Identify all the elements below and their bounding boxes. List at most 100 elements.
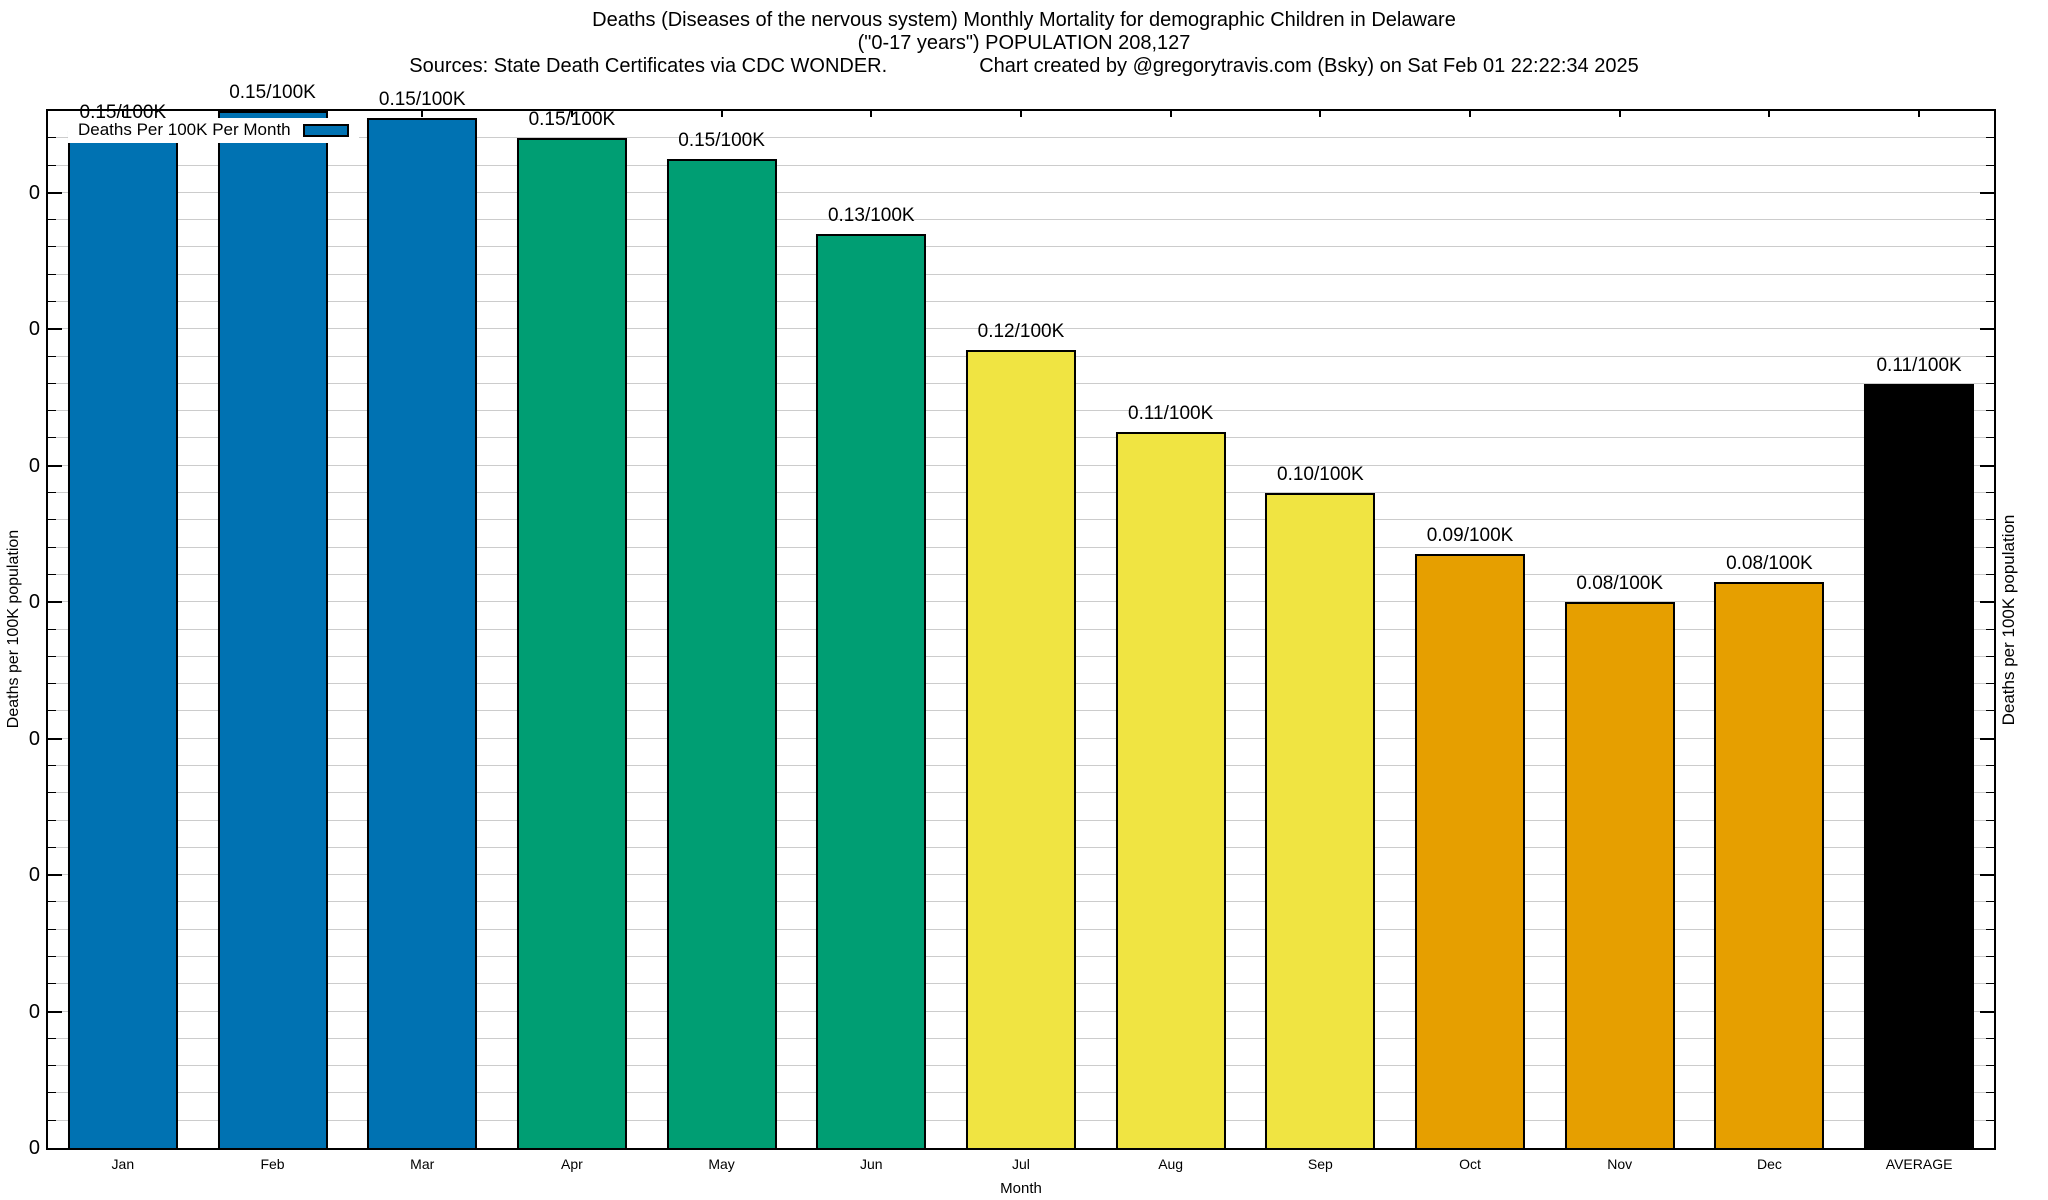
bar-apr bbox=[516, 138, 627, 1148]
y-tick-mark bbox=[1980, 737, 1994, 740]
y-tick-mark bbox=[48, 464, 62, 467]
bar-value-label: 0.13/100K bbox=[827, 204, 915, 226]
y-tick-mark bbox=[1986, 928, 1994, 930]
y-tick-mark bbox=[48, 164, 56, 166]
bar-average bbox=[1864, 383, 1975, 1148]
legend: Deaths Per 100K Per Month bbox=[68, 118, 359, 143]
plot-area: 0.15/100K 0.15/100K 0.15/100K 0.15/100K 0.15… bbox=[46, 82, 1996, 1150]
x-tick-mark bbox=[1768, 111, 1771, 117]
x-tick-mark bbox=[1019, 111, 1022, 117]
y-tick-mark bbox=[48, 328, 62, 331]
y-tick-mark bbox=[48, 246, 56, 248]
bar-sep bbox=[1265, 493, 1376, 1148]
y-tick-mark bbox=[1980, 1010, 1994, 1013]
bar-value-label: 0.15/100K bbox=[378, 88, 466, 110]
y-tick-mark bbox=[48, 382, 56, 384]
y-tick-mark bbox=[1986, 546, 1994, 548]
y-tick-mark bbox=[48, 983, 56, 985]
y-tick-mark bbox=[1986, 764, 1994, 766]
y-tick-mark bbox=[48, 846, 56, 848]
x-tick-labels: Jan Feb Mar Apr May Jun Jul Aug Sep Oct Nov Dec AVER… bbox=[48, 1156, 1994, 1172]
x-tick-label-average: AVERAGE bbox=[1885, 1156, 1953, 1172]
y-tick-mark bbox=[48, 1119, 56, 1121]
legend-swatch-icon bbox=[302, 123, 349, 137]
y-tick-label: 0 bbox=[28, 591, 40, 614]
y-tick-mark bbox=[1986, 1065, 1994, 1067]
y-tick-mark bbox=[48, 928, 56, 930]
bar-jan bbox=[67, 131, 178, 1148]
x-tick-label-dec: Dec bbox=[1756, 1156, 1782, 1172]
y-tick-mark bbox=[48, 437, 56, 439]
y-tick-mark bbox=[1986, 901, 1994, 903]
y-tick-mark bbox=[1980, 191, 1994, 194]
y-tick-mark bbox=[48, 901, 56, 903]
y-tick-mark bbox=[1986, 710, 1994, 712]
x-tick-mark bbox=[570, 111, 573, 117]
y-tick-mark bbox=[1986, 382, 1994, 384]
y-tick-mark bbox=[48, 519, 56, 521]
x-tick-mark bbox=[1918, 111, 1921, 117]
y-tick-mark bbox=[1986, 519, 1994, 521]
bar-dec bbox=[1714, 581, 1825, 1148]
y-tick-label: 0 bbox=[28, 1137, 40, 1159]
y-tick-mark bbox=[1986, 164, 1994, 166]
bar-aug bbox=[1115, 431, 1226, 1148]
gridline bbox=[48, 301, 1994, 303]
y-tick-mark bbox=[1986, 137, 1994, 139]
y-tick-mark bbox=[48, 573, 56, 575]
y-tick-mark bbox=[48, 655, 56, 657]
x-tick-mark bbox=[1469, 111, 1472, 117]
y-tick-label: 0 bbox=[28, 181, 40, 204]
y-tick-mark bbox=[1980, 874, 1994, 877]
y-tick-mark bbox=[1986, 955, 1994, 957]
gridline bbox=[48, 273, 1994, 275]
x-axis-label: Month bbox=[1000, 1180, 1042, 1197]
gridline bbox=[48, 219, 1994, 221]
y-tick-label: 0 bbox=[28, 318, 40, 341]
bar-value-label: 0.10/100K bbox=[1277, 464, 1364, 486]
y-tick-mark bbox=[1986, 819, 1994, 821]
gridline bbox=[48, 191, 1994, 193]
bar-slot: 0.15/100K bbox=[347, 89, 497, 1148]
chart-header: Deaths (Diseases of the nervous system) … bbox=[0, 9, 2048, 78]
y-tick-mark bbox=[1986, 301, 1994, 303]
x-tick-mark bbox=[1618, 111, 1621, 117]
y-tick-mark bbox=[1986, 792, 1994, 794]
legend-label: Deaths Per 100K Per Month bbox=[78, 120, 291, 139]
x-tick-label-sep: Sep bbox=[1307, 1156, 1333, 1172]
y-tick-mark bbox=[48, 301, 56, 303]
x-tick-label-nov: Nov bbox=[1607, 1156, 1633, 1172]
y-tick-mark bbox=[48, 410, 56, 412]
y-tick-label: 0 bbox=[28, 864, 40, 887]
y-tick-mark bbox=[1980, 601, 1994, 604]
y-tick-mark bbox=[1986, 355, 1994, 357]
bar-slot: 0.15/100K bbox=[647, 111, 797, 1148]
y-tick-mark bbox=[1980, 464, 1994, 467]
x-tick-label-oct: Oct bbox=[1459, 1156, 1481, 1172]
bar-mar bbox=[367, 117, 478, 1148]
y-tick-mark bbox=[48, 601, 62, 604]
y-axis-label-left: Deaths per 100K population bbox=[5, 529, 22, 729]
y-tick-label: 0 bbox=[28, 727, 40, 750]
bar-nov bbox=[1564, 602, 1675, 1148]
bar-may bbox=[666, 158, 777, 1148]
y-tick-mark bbox=[48, 628, 56, 630]
bar-slot: 0.10/100K bbox=[1246, 111, 1396, 1148]
bar-slots: 0.15/100K 0.15/100K 0.15/100K 0.15/100K 0.15… bbox=[48, 82, 1994, 1148]
bar-value-label: 0.12/100K bbox=[977, 320, 1065, 342]
y-tick-mark bbox=[48, 1092, 56, 1094]
y-tick-mark bbox=[48, 874, 62, 877]
gridline bbox=[48, 246, 1994, 248]
y-tick-mark bbox=[1986, 273, 1994, 275]
x-tick-label-jan: Jan bbox=[111, 1156, 135, 1172]
y-tick-mark bbox=[48, 492, 56, 494]
credit-note: Chart created by @gregorytravis.com (Bsk… bbox=[979, 55, 1639, 77]
y-tick-mark bbox=[48, 1010, 62, 1013]
y-tick-mark bbox=[1980, 328, 1994, 331]
y-tick-mark bbox=[1986, 246, 1994, 248]
y-axis-label-right: Deaths per 100K population bbox=[1999, 514, 2018, 726]
x-tick-mark bbox=[121, 111, 124, 117]
y-tick-mark bbox=[1986, 655, 1994, 657]
x-tick-label-apr: Apr bbox=[561, 1156, 583, 1172]
